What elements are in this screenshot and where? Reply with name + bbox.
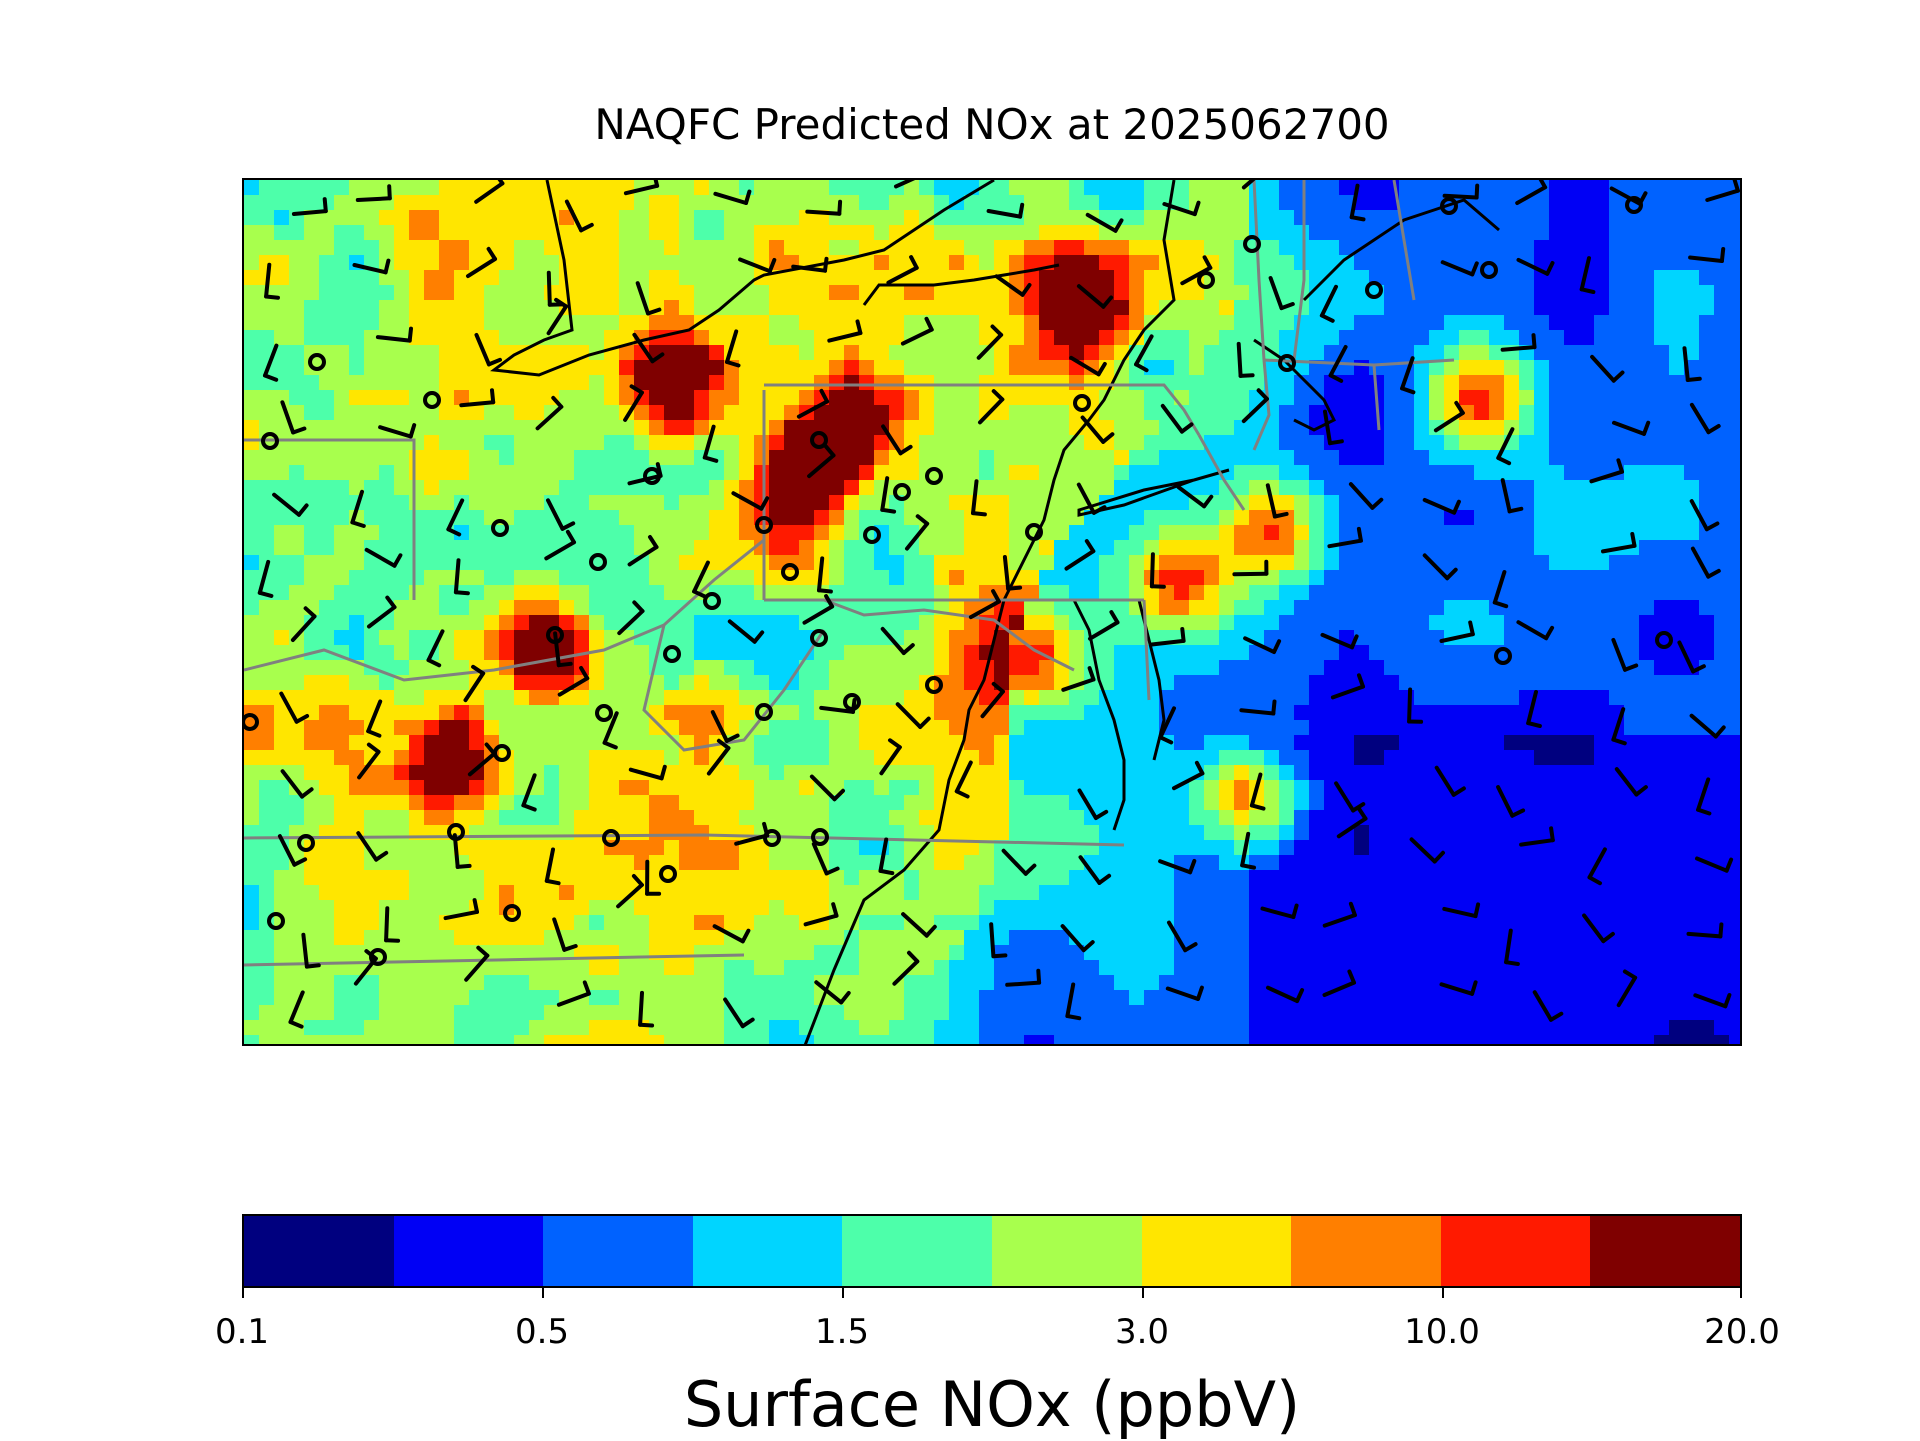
wind-barb-flag [1020, 205, 1022, 217]
wind-barb-flag [559, 664, 571, 665]
nox-map [242, 178, 1742, 1046]
colorbar-segment [842, 1216, 992, 1286]
wind-barb-flag [1242, 865, 1254, 867]
map-title: NAQFC Predicted NOx at 2025062700 [242, 100, 1742, 149]
wind-barb [549, 273, 550, 305]
wind-barb-flag [825, 259, 827, 271]
wind-barb-flag [1722, 249, 1723, 261]
wind-barb-flag [1582, 289, 1594, 292]
wind-barb [1007, 983, 1039, 985]
colorbar-segment [244, 1216, 394, 1286]
wind-barb-flag [1506, 962, 1518, 964]
wind-barb-flag [492, 390, 493, 402]
wind-barb [807, 212, 839, 214]
colorbar-tick-label: 0.5 [515, 1312, 569, 1352]
wind-barb [358, 198, 390, 200]
wind-barb-flag [1182, 629, 1183, 641]
wind-barb-flag [1275, 514, 1287, 517]
wind-barb [1152, 554, 1153, 586]
colorbar-segment [992, 1216, 1142, 1286]
colorbar-tick-label: 1.5 [815, 1312, 869, 1352]
wind-barb-flag [325, 199, 326, 211]
colorbar-segment [1590, 1216, 1740, 1286]
wind-barb-flag [1008, 588, 1020, 589]
wind-barb-flag [1038, 971, 1039, 983]
colorbar-tick-mark [242, 1288, 244, 1298]
colorbar-tick-mark [542, 1288, 544, 1298]
colorbar-tick-label: 10.0 [1404, 1312, 1480, 1352]
colorbar-label: Surface NOx (ppbV) [242, 1368, 1742, 1441]
wind-barb-flag [1720, 924, 1721, 936]
wind-barb-flag [475, 900, 477, 912]
wind-barb-flag [307, 965, 319, 966]
wind-barb-flag [1528, 723, 1540, 726]
wind-barb-flag [993, 955, 1005, 956]
wind-barb [1409, 690, 1410, 722]
wind-barb-flag [456, 592, 468, 593]
colorbar-segment [693, 1216, 843, 1286]
colorbar-tick-mark [1142, 1288, 1144, 1298]
colorbar [242, 1214, 1742, 1288]
wind-barb [456, 560, 459, 592]
wind-barb-flag [547, 881, 559, 883]
wind-barb-flag [881, 871, 893, 873]
wind-barb-flag [1476, 904, 1479, 916]
wind-barb-flag [1470, 623, 1473, 635]
wind-barb-flag [1359, 529, 1361, 541]
wind-barb-flag [1067, 1016, 1079, 1018]
wind-barb [991, 924, 993, 956]
wind-barb-flag [640, 1025, 652, 1026]
wind-barb-flag [973, 513, 985, 514]
map-canvas [244, 180, 1742, 1046]
colorbar-segment [1441, 1216, 1591, 1286]
wind-barb [1689, 934, 1721, 937]
wind-barb-flag [882, 510, 894, 512]
colorbar-tick-label: 0.1 [215, 1312, 269, 1352]
colorbar-segment [1142, 1216, 1292, 1286]
wind-barb [386, 908, 387, 940]
colorbar-tick-mark [842, 1288, 844, 1298]
wind-barb-flag [458, 866, 470, 867]
wind-barb-flag [1510, 509, 1522, 512]
wind-barb-flag [1551, 828, 1553, 840]
wind-barb [1239, 344, 1241, 376]
wind-barb-flag [1330, 441, 1342, 443]
wind-barb-flag [1534, 335, 1535, 347]
wind-barb-flag [389, 186, 390, 198]
wind-barb-flag [410, 329, 411, 341]
wind-barb-flag [386, 261, 389, 273]
wind-barb-flag [819, 590, 831, 591]
wind-barb-flag [1688, 379, 1700, 380]
wind-barb-flag [1477, 186, 1478, 198]
wind-barb-flag [1632, 534, 1634, 546]
wind-barb-flag [266, 297, 278, 298]
colorbar-tick-mark [1442, 1288, 1444, 1298]
wind-barb [1503, 347, 1535, 350]
nox-field-grid [244, 180, 1742, 1046]
wind-barb-flag [1241, 375, 1253, 376]
colorbar-segment [1291, 1216, 1441, 1286]
colorbar-segment [394, 1216, 544, 1286]
wind-barb-flag [858, 321, 861, 333]
wind-barb-flag [1352, 217, 1364, 219]
colorbar-tick-label: 3.0 [1115, 1312, 1169, 1352]
colorbar-tick-label: 20.0 [1704, 1312, 1780, 1352]
wind-barb [1234, 574, 1266, 575]
colorbar-tick-mark [1740, 1288, 1742, 1298]
colorbar-segment [543, 1216, 693, 1286]
wind-barb-flag [1273, 702, 1274, 714]
wind-barb [640, 993, 642, 1025]
wind-barb-flag [839, 202, 840, 214]
